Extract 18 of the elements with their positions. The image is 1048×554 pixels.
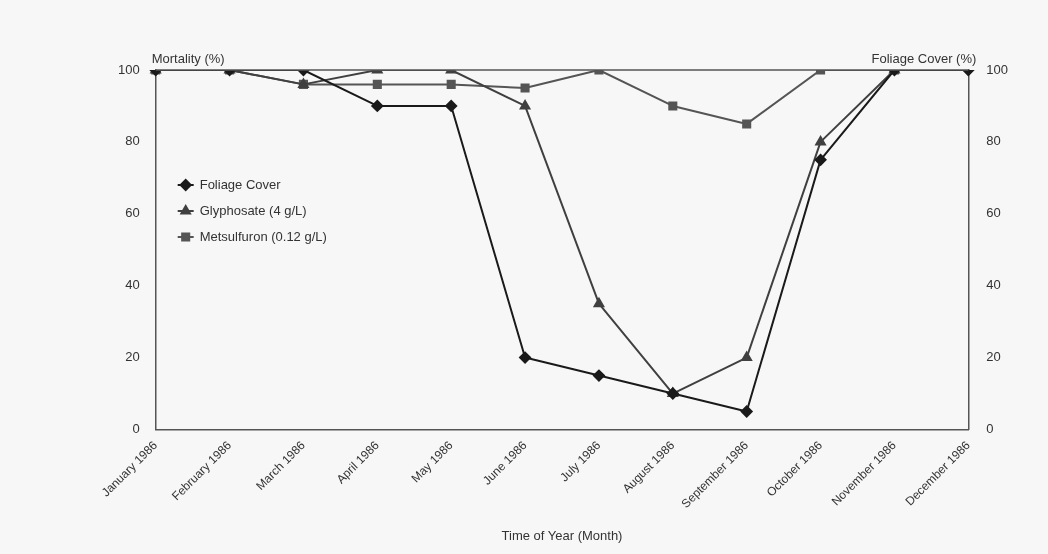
legend-label: Metsulfuron (0.12 g/L) <box>199 228 327 244</box>
y2-axis-title: Foliage Cover (%) <box>871 51 977 67</box>
y2-tick-label: 60 <box>986 205 1001 221</box>
y-axis-title: Mortality (%) <box>151 51 225 67</box>
legend-label: Glyphosate (4 g/L) <box>199 202 307 218</box>
y-tick-label: 60 <box>125 205 140 221</box>
y2-tick-label: 20 <box>986 349 1001 365</box>
y2-tick-label: 0 <box>986 421 994 437</box>
y-tick-label: 40 <box>125 277 140 293</box>
x-axis-title: Time of Year (Month) <box>501 527 623 543</box>
y2-tick-label: 100 <box>986 61 1009 77</box>
y-tick-label: 80 <box>125 133 140 149</box>
y-tick-label: 100 <box>117 61 140 77</box>
y2-tick-label: 40 <box>986 277 1001 293</box>
legend-label: Foliage Cover <box>199 176 282 192</box>
y-tick-label: 20 <box>125 349 140 365</box>
y-tick-label: 0 <box>132 421 140 437</box>
y2-tick-label: 80 <box>986 133 1001 149</box>
